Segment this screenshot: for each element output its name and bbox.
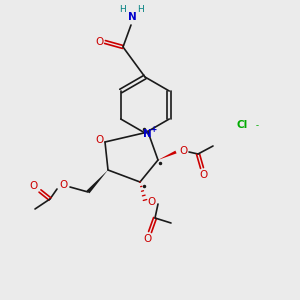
Polygon shape: [158, 151, 177, 160]
Text: Cl: Cl: [236, 120, 247, 130]
Polygon shape: [86, 170, 108, 193]
Text: O: O: [95, 37, 103, 47]
Text: O: O: [59, 180, 67, 190]
Text: N: N: [142, 129, 152, 139]
Text: O: O: [148, 197, 156, 207]
Text: N: N: [128, 12, 136, 22]
Text: +: +: [150, 124, 156, 134]
Text: O: O: [95, 135, 103, 145]
Text: H: H: [136, 5, 143, 14]
Text: O: O: [29, 181, 37, 191]
Text: O: O: [200, 170, 208, 180]
Polygon shape: [145, 130, 148, 134]
Text: O: O: [179, 146, 187, 156]
Text: -: -: [253, 121, 259, 130]
Text: H: H: [118, 5, 125, 14]
Text: O: O: [143, 234, 151, 244]
